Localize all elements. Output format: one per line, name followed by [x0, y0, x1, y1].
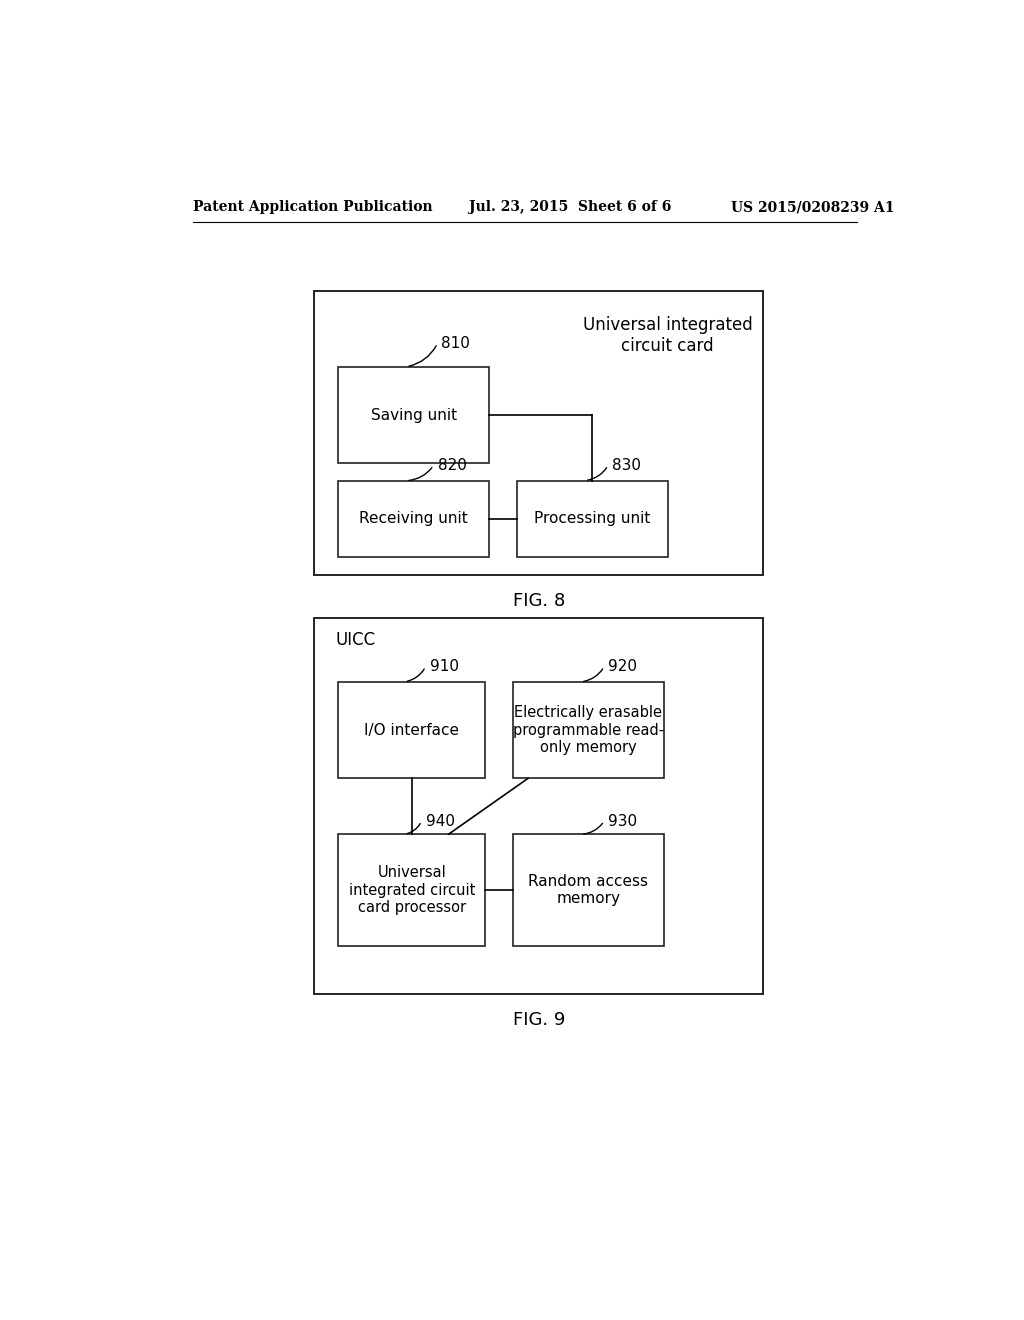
Text: I/O interface: I/O interface: [365, 722, 459, 738]
Text: 830: 830: [612, 458, 641, 473]
Bar: [517, 480, 668, 557]
Bar: [314, 618, 763, 994]
Text: 920: 920: [608, 659, 637, 675]
Bar: [513, 682, 664, 779]
Text: Universal integrated
circuit card: Universal integrated circuit card: [583, 315, 753, 355]
Text: Patent Application Publication: Patent Application Publication: [194, 201, 433, 214]
Text: Electrically erasable
programmable read-
only memory: Electrically erasable programmable read-…: [513, 705, 664, 755]
Text: 820: 820: [437, 458, 466, 473]
Text: Receiving unit: Receiving unit: [359, 511, 468, 527]
Text: Processing unit: Processing unit: [535, 511, 650, 527]
Text: Universal
integrated circuit
card processor: Universal integrated circuit card proces…: [348, 866, 475, 915]
Text: Jul. 23, 2015  Sheet 6 of 6: Jul. 23, 2015 Sheet 6 of 6: [469, 201, 672, 214]
Text: Saving unit: Saving unit: [371, 408, 457, 422]
Text: FIG. 8: FIG. 8: [513, 591, 565, 610]
Text: 810: 810: [441, 335, 470, 351]
Text: 930: 930: [608, 813, 637, 829]
Bar: [314, 290, 763, 576]
Text: 940: 940: [426, 813, 455, 829]
Text: US 2015/0208239 A1: US 2015/0208239 A1: [731, 201, 895, 214]
Text: 910: 910: [430, 659, 459, 675]
Bar: [338, 682, 485, 779]
Bar: [338, 834, 485, 946]
Bar: [338, 367, 489, 463]
Text: UICC: UICC: [336, 631, 376, 649]
Bar: [338, 480, 489, 557]
Text: FIG. 9: FIG. 9: [512, 1011, 565, 1030]
Bar: [513, 834, 664, 946]
Text: Random access
memory: Random access memory: [528, 874, 648, 907]
